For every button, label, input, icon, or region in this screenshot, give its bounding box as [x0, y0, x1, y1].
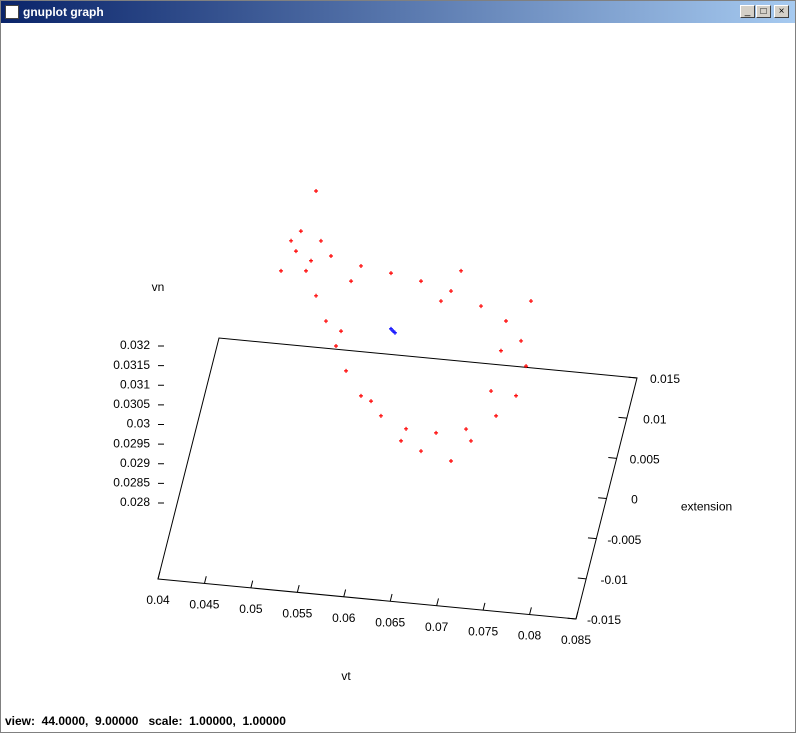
y-tick-label: -0.01	[600, 573, 628, 587]
y-tick	[608, 457, 617, 459]
y-tick-label: 0	[631, 493, 638, 507]
data-point	[339, 329, 344, 334]
data-point	[524, 364, 529, 369]
data-point	[419, 449, 424, 454]
x-tick	[203, 576, 207, 584]
z-tick-label: 0.029	[120, 456, 150, 470]
y-tick	[577, 577, 587, 580]
x-tick-label: 0.065	[375, 615, 405, 629]
y-tick-label: 0.01	[643, 412, 667, 426]
plot: 0.04 0.045 0.05 0.055 0.06 0.065 0.07 0.075 0.08…	[113, 188, 732, 683]
data-point	[334, 343, 339, 348]
y-tick	[628, 376, 638, 379]
x-tick	[296, 584, 300, 593]
status-bar: view: 44.0000, 9.00000 scale: 1.00000, 1…	[5, 714, 286, 728]
x-tick-label: 0.08	[518, 629, 542, 643]
z-tick-label: 0.032	[120, 338, 150, 352]
data-point	[388, 271, 393, 276]
x-tick	[436, 598, 439, 606]
data-point	[479, 304, 484, 309]
minimize-button[interactable]: _	[740, 5, 755, 18]
z-axis-label: vn	[152, 280, 165, 294]
x-tick	[250, 580, 254, 589]
base-plane	[157, 337, 638, 620]
x-tick-label: 0.075	[468, 624, 498, 638]
data-point	[498, 348, 503, 353]
data-point	[318, 238, 323, 243]
z-tick-label: 0.028	[120, 495, 150, 509]
data-point	[438, 299, 443, 304]
data-point	[468, 438, 473, 443]
data-point	[358, 263, 363, 268]
window-icon	[5, 5, 19, 19]
close-button[interactable]: ×	[774, 5, 789, 18]
x-tick-label: 0.085	[561, 633, 591, 647]
data-point	[399, 438, 404, 443]
z-tick-label: 0.03	[127, 417, 151, 431]
data-point	[449, 289, 454, 294]
x-tick-label: 0.07	[425, 620, 449, 634]
y-tick-label: -0.015	[587, 613, 621, 627]
data-point	[279, 268, 284, 273]
z-tick-label: 0.0305	[113, 397, 150, 411]
z-tick-label: 0.0285	[113, 476, 150, 490]
data-point	[309, 258, 314, 263]
data-point	[349, 279, 354, 284]
z-tick-label: 0.0295	[113, 436, 150, 450]
data-point	[298, 229, 303, 234]
y-tick-label: -0.005	[607, 533, 641, 547]
data-point	[388, 326, 393, 331]
y-axis-label: extension	[681, 500, 732, 514]
x-tick-label: 0.045	[189, 598, 219, 612]
x-tick	[157, 571, 161, 580]
y-tick	[587, 537, 597, 540]
data-point	[459, 268, 464, 273]
x-tick-label: 0.05	[239, 602, 263, 616]
x-tick	[482, 602, 486, 611]
data-point	[449, 459, 454, 463]
y-tick	[618, 416, 627, 419]
data-point	[404, 426, 409, 431]
data-point	[503, 319, 508, 324]
y-tick	[567, 617, 577, 620]
maximize-button[interactable]: □	[756, 5, 771, 18]
x-axis-label: vt	[341, 669, 351, 683]
data-point	[289, 238, 294, 243]
x-tick	[343, 589, 347, 597]
data-point	[369, 399, 374, 404]
data-point	[293, 249, 298, 254]
data-point	[489, 389, 494, 394]
x-tick	[575, 611, 579, 620]
data-point	[464, 427, 469, 432]
data-point	[392, 330, 397, 335]
x-tick-label: 0.055	[282, 607, 312, 621]
data-point	[519, 338, 524, 343]
data-point	[378, 413, 383, 418]
y-tick-label: 0.005	[630, 453, 660, 467]
data-point	[528, 299, 533, 304]
data-point	[314, 188, 319, 193]
data-point	[314, 293, 319, 298]
data-point	[514, 393, 519, 398]
x-tick	[389, 593, 393, 602]
title-bar: gnuplot graph _ □ ×	[1, 1, 795, 23]
y-tick	[598, 497, 607, 499]
z-tick-label: 0.031	[120, 377, 150, 391]
data-point	[419, 279, 424, 284]
x-tick-label: 0.04	[146, 593, 170, 607]
z-tick-label: 0.0315	[113, 358, 150, 372]
data-point	[328, 254, 333, 259]
data-point	[323, 319, 328, 324]
x-tick-label: 0.06	[332, 611, 356, 625]
data-point	[344, 368, 349, 373]
window-title: gnuplot graph	[23, 5, 104, 19]
data-point	[494, 413, 499, 418]
x-tick	[529, 607, 532, 615]
data-point	[434, 430, 439, 435]
y-tick-label: 0.015	[650, 372, 680, 386]
data-point	[358, 393, 363, 398]
data-point	[304, 268, 309, 273]
